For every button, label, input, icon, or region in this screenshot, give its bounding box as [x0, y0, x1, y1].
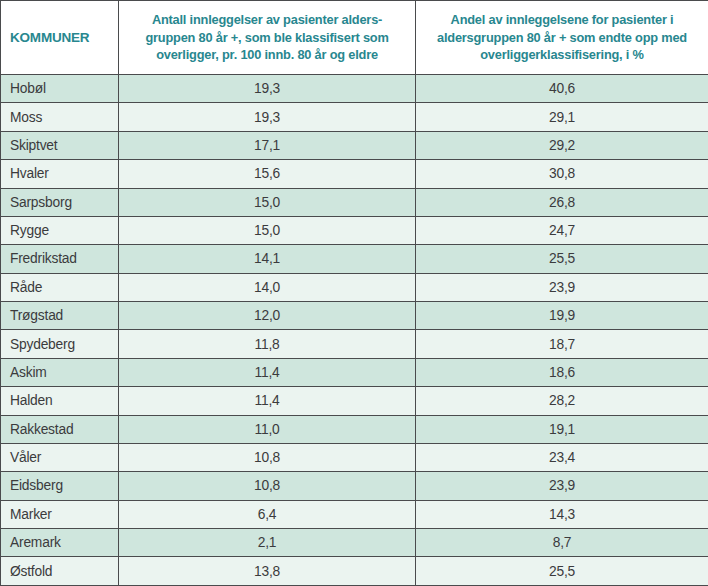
column-header-kommuner-label: KOMMUNER	[10, 30, 89, 45]
antall-cell: 15,6	[119, 160, 416, 188]
antall-cell: 10,8	[119, 472, 416, 500]
andel-cell: 25,5	[416, 557, 708, 586]
table-row: Marker 6,4 14,3	[1, 500, 708, 528]
kommune-cell: Skiptvet	[1, 131, 119, 159]
table-row: Halden 11,4 28,2	[1, 387, 708, 415]
table-row: Moss 19,3 29,1	[1, 103, 708, 131]
table-row: Rygge 15,0 24,7	[1, 216, 708, 244]
kommune-cell: Marker	[1, 500, 119, 528]
antall-cell: 15,0	[119, 188, 416, 216]
andel-cell: 24,7	[416, 216, 708, 244]
antall-cell: 17,1	[119, 131, 416, 159]
header-line: Antall innleggelser av pasienter alders-	[119, 11, 415, 29]
antall-cell: 12,0	[119, 302, 416, 330]
header-line: overliggerklassifisering, i %	[416, 46, 708, 64]
column-header-andel-innleggelsene: Andel av innleggelsene for pasienter i a…	[416, 1, 708, 75]
antall-cell: 2,1	[119, 529, 416, 557]
table-row: Fredrikstad 14,1 25,5	[1, 245, 708, 273]
table-row: Sarpsborg 15,0 26,8	[1, 188, 708, 216]
table-row: Aremark 2,1 8,7	[1, 529, 708, 557]
header-line: overligger, pr. 100 innb. 80 år og eldre	[119, 46, 415, 64]
antall-cell: 19,3	[119, 103, 416, 131]
table-row: Hvaler 15,6 30,8	[1, 160, 708, 188]
andel-cell: 23,9	[416, 273, 708, 301]
header-line: aldersgruppen 80 år + som endte opp med	[416, 29, 708, 47]
antall-cell: 6,4	[119, 500, 416, 528]
andel-cell: 18,7	[416, 330, 708, 358]
andel-cell: 8,7	[416, 529, 708, 557]
kommune-cell: Halden	[1, 387, 119, 415]
kommune-cell: Moss	[1, 103, 119, 131]
header-row: KOMMUNER Antall innleggelser av pasiente…	[1, 1, 708, 75]
antall-cell: 14,1	[119, 245, 416, 273]
andel-cell: 19,9	[416, 302, 708, 330]
kommune-cell: Østfold	[1, 557, 119, 586]
kommune-cell: Fredrikstad	[1, 245, 119, 273]
table-header: KOMMUNER Antall innleggelser av pasiente…	[1, 1, 708, 75]
table-row: Askim 11,4 18,6	[1, 358, 708, 386]
andel-cell: 40,6	[416, 75, 708, 103]
table-row: Skiptvet 17,1 29,2	[1, 131, 708, 159]
kommune-cell: Våler	[1, 443, 119, 471]
header-line: Andel av innleggelsene for pasienter i	[416, 11, 708, 29]
andel-cell: 18,6	[416, 358, 708, 386]
kommune-cell: Hobøl	[1, 75, 119, 103]
kommuner-overligger-table: KOMMUNER Antall innleggelser av pasiente…	[0, 0, 708, 586]
column-header-kommuner: KOMMUNER	[1, 1, 119, 75]
andel-cell: 26,8	[416, 188, 708, 216]
table-row: Hobøl 19,3 40,6	[1, 75, 708, 103]
antall-cell: 10,8	[119, 443, 416, 471]
antall-cell: 11,4	[119, 387, 416, 415]
table-row: Råde 14,0 23,9	[1, 273, 708, 301]
table-body: Hobøl 19,3 40,6 Moss 19,3 29,1 Skiptvet …	[1, 75, 708, 586]
kommune-cell: Sarpsborg	[1, 188, 119, 216]
kommune-cell: Rakkestad	[1, 415, 119, 443]
antall-cell: 11,4	[119, 358, 416, 386]
kommune-cell: Eidsberg	[1, 472, 119, 500]
andel-cell: 29,1	[416, 103, 708, 131]
antall-cell: 13,8	[119, 557, 416, 586]
antall-cell: 14,0	[119, 273, 416, 301]
table-row: Trøgstad 12,0 19,9	[1, 302, 708, 330]
andel-cell: 30,8	[416, 160, 708, 188]
andel-cell: 25,5	[416, 245, 708, 273]
header-line: gruppen 80 år +, som ble klassifisert so…	[119, 29, 415, 47]
table-row: Eidsberg 10,8 23,9	[1, 472, 708, 500]
kommune-cell: Trøgstad	[1, 302, 119, 330]
kommune-cell: Spydeberg	[1, 330, 119, 358]
kommune-cell: Råde	[1, 273, 119, 301]
andel-cell: 28,2	[416, 387, 708, 415]
kommune-cell: Rygge	[1, 216, 119, 244]
antall-cell: 15,0	[119, 216, 416, 244]
table-row: Spydeberg 11,8 18,7	[1, 330, 708, 358]
table-row: Østfold 13,8 25,5	[1, 557, 708, 586]
table-row: Rakkestad 11,0 19,1	[1, 415, 708, 443]
kommune-cell: Aremark	[1, 529, 119, 557]
antall-cell: 11,8	[119, 330, 416, 358]
antall-cell: 11,0	[119, 415, 416, 443]
andel-cell: 23,9	[416, 472, 708, 500]
column-header-antall-innleggelser: Antall innleggelser av pasienter alders-…	[119, 1, 416, 75]
andel-cell: 14,3	[416, 500, 708, 528]
andel-cell: 29,2	[416, 131, 708, 159]
antall-cell: 19,3	[119, 75, 416, 103]
kommune-cell: Hvaler	[1, 160, 119, 188]
kommune-cell: Askim	[1, 358, 119, 386]
table-row: Våler 10,8 23,4	[1, 443, 708, 471]
andel-cell: 19,1	[416, 415, 708, 443]
andel-cell: 23,4	[416, 443, 708, 471]
